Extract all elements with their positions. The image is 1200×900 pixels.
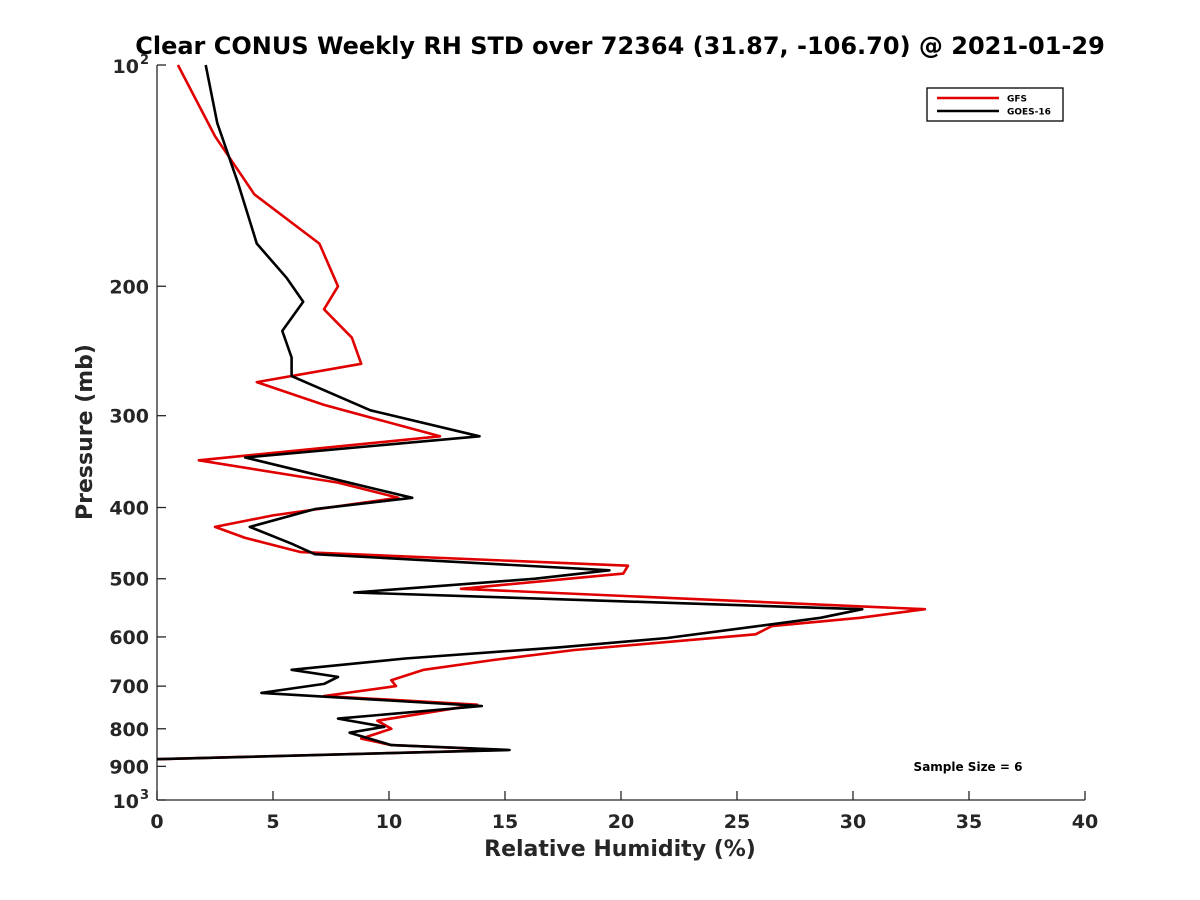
- legend-entry-label: GOES-16: [1007, 108, 1051, 118]
- x-tick-label: 10: [376, 811, 402, 833]
- x-tick-label: 20: [608, 811, 634, 833]
- y-decade-tick-label: 10: [113, 56, 139, 78]
- x-tick-label: 15: [492, 811, 518, 833]
- sample-size-annotation: Sample Size = 6: [914, 760, 1023, 774]
- y-tick-label: 800: [109, 719, 149, 741]
- axes: 0 5 10 15 20 25 30 35 40 200 300 400 500 600 700 800 900…: [109, 53, 1098, 833]
- y-decade-tick-label: 10: [113, 791, 139, 813]
- x-tick-label: 30: [840, 811, 866, 833]
- y-tick-label: 400: [109, 498, 149, 520]
- legend: GFS GOES-16: [926, 87, 1064, 122]
- y-tick-label: 200: [109, 276, 149, 298]
- x-tick-label: 35: [956, 811, 982, 833]
- legend-entry-label: GFS: [1007, 95, 1027, 105]
- data-series: [156, 64, 927, 761]
- series-line-goes-16: [156, 64, 864, 761]
- y-axis-label: Pressure (mb): [73, 344, 98, 520]
- y-tick-label: 700: [109, 676, 149, 698]
- chart-title: Clear CONUS Weekly RH STD over 72364 (31…: [135, 32, 1105, 60]
- x-tick-label: 5: [266, 811, 279, 833]
- x-tick-label: 40: [1072, 811, 1098, 833]
- y-tick-label: 900: [109, 756, 149, 778]
- y-decade-tick-exponent: 2: [140, 53, 149, 68]
- y-tick-label: 600: [109, 627, 149, 649]
- y-decade-tick-exponent: 3: [140, 788, 149, 803]
- x-tick-label: 25: [724, 811, 750, 833]
- x-tick-label: 0: [150, 811, 163, 833]
- x-axis-label: Relative Humidity (%): [484, 837, 756, 862]
- y-tick-label: 500: [109, 569, 149, 591]
- y-tick-label: 300: [109, 406, 149, 428]
- legend-box: [926, 87, 1064, 122]
